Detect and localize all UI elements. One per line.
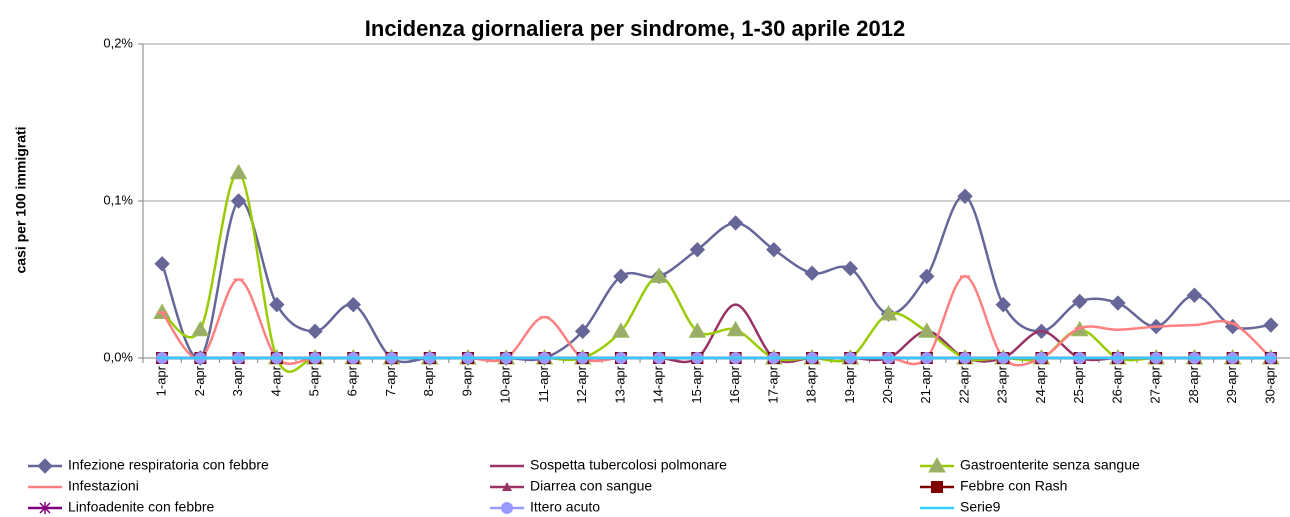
data-point <box>1186 287 1203 303</box>
legend-label: Serie9 <box>960 499 1001 515</box>
data-point <box>345 296 361 313</box>
data-point <box>191 320 210 337</box>
x-tick-label: 30-apr <box>1262 365 1277 403</box>
x-tick-label: 16-apr <box>727 365 742 403</box>
legend-label: Febbre con Rash <box>960 478 1067 494</box>
y-axis-title: casi per 100 immigrati <box>13 126 29 273</box>
legend-marker <box>931 481 943 493</box>
data-point <box>919 268 935 285</box>
x-tick-label: 9-apr <box>459 365 474 396</box>
data-point <box>1072 293 1088 310</box>
data-point <box>230 193 247 209</box>
x-tick-label: 28-apr <box>1186 365 1201 403</box>
data-point <box>842 260 859 277</box>
data-point <box>1040 330 1043 333</box>
x-tick-label: 15-apr <box>689 365 704 403</box>
legend-marker <box>501 502 513 514</box>
x-tick-label: 1-apr <box>154 365 169 396</box>
data-point <box>269 296 285 313</box>
y-tick-label: 0,2% <box>103 35 133 50</box>
legend-label: Gastroenterite senza sangue <box>960 457 1140 473</box>
series-line <box>161 275 1272 367</box>
legend-label: Linfoadenite con febbre <box>68 499 215 515</box>
x-tick-label: 21-apr <box>918 365 933 403</box>
data-point <box>726 320 745 337</box>
legend-marker <box>928 456 946 473</box>
legend-marker <box>502 482 512 491</box>
x-tick-label: 4-apr <box>268 365 283 396</box>
legend-label: Sospetta tubercolosi polmonare <box>530 457 727 473</box>
x-tick-label: 22-apr <box>956 365 971 403</box>
x-tick-label: 8-apr <box>421 365 436 396</box>
y-tick-label: 0,0% <box>103 349 133 364</box>
x-tick-label: 10-apr <box>498 365 513 403</box>
x-tick-label: 12-apr <box>574 365 589 403</box>
data-point <box>574 323 591 340</box>
chart-title: Incidenza giornaliera per sindrome, 1-30… <box>365 16 905 41</box>
series-line <box>160 195 1272 364</box>
data-point <box>612 322 630 338</box>
x-tick-label: 29-apr <box>1224 365 1239 403</box>
x-tick-label: 27-apr <box>1148 365 1163 403</box>
series-line <box>161 171 1271 373</box>
x-tick-label: 26-apr <box>1109 365 1124 403</box>
x-tick-label: 19-apr <box>842 365 857 403</box>
legend-label: Infezione respiratoria con febbre <box>68 457 269 473</box>
x-tick-label: 14-apr <box>651 365 666 403</box>
x-tick-label: 23-apr <box>995 365 1010 403</box>
data-point <box>688 322 707 338</box>
x-tick-label: 17-apr <box>765 365 780 403</box>
x-tick-label: 18-apr <box>804 365 819 403</box>
data-point <box>650 267 669 283</box>
legend-label: Ittero acuto <box>530 499 600 515</box>
x-tick-label: 3-apr <box>230 365 245 396</box>
legend-marker <box>37 458 53 474</box>
x-tick-label: 13-apr <box>612 365 627 403</box>
data-point <box>307 323 323 340</box>
data-point <box>917 322 936 338</box>
data-point <box>734 303 737 306</box>
x-tick-label: 11-apr <box>536 365 551 402</box>
legend-label: Diarrea con sangue <box>530 478 652 494</box>
data-point <box>995 296 1011 313</box>
data-point <box>1110 295 1126 311</box>
x-tick-label: 7-apr <box>383 365 398 396</box>
legend-label: Infestazioni <box>68 478 139 494</box>
x-tick-label: 24-apr <box>1033 365 1048 403</box>
data-point <box>804 265 820 281</box>
data-point <box>154 256 170 272</box>
data-point <box>766 241 782 258</box>
x-tick-label: 2-apr <box>192 365 207 396</box>
data-point <box>957 188 973 204</box>
y-tick-label: 0,1% <box>103 192 133 207</box>
data-point <box>879 305 898 321</box>
data-point <box>1263 317 1279 333</box>
x-tick-label: 25-apr <box>1071 365 1086 403</box>
legend-marker <box>39 502 51 514</box>
data-point <box>613 268 629 285</box>
data-point <box>727 215 744 231</box>
data-point <box>229 163 248 180</box>
x-tick-label: 20-apr <box>880 365 895 403</box>
x-tick-label: 5-apr <box>306 365 321 396</box>
x-tick-label: 6-apr <box>345 365 360 396</box>
data-point <box>689 241 706 258</box>
